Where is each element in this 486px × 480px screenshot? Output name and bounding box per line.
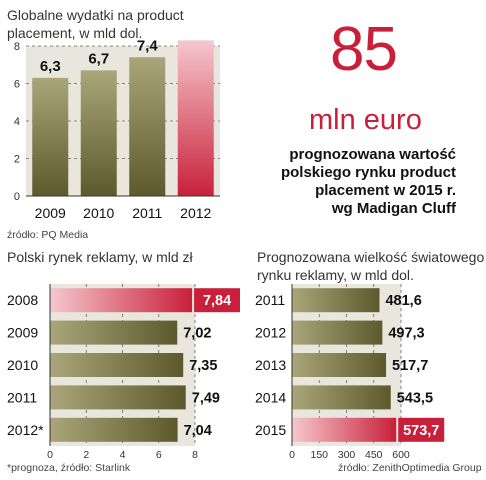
- g3-category-label: 2014: [255, 389, 286, 405]
- g2-bar: [50, 385, 186, 410]
- g3-bar: [292, 288, 380, 313]
- chart1-source: źródło: PQ Media: [7, 229, 89, 241]
- chart1-ytick-label: 6: [14, 79, 20, 91]
- chart2-title: Polski rynek reklamy, w mld zł: [7, 249, 193, 265]
- g2-xtick-label: 4: [120, 449, 126, 461]
- g3-xtick-label: 150: [310, 449, 328, 461]
- g2-category-label: 2012*: [7, 422, 44, 438]
- headline-description-line4: wg Madigan Cluff: [331, 200, 456, 217]
- g3-value-label: 481,6: [385, 293, 421, 309]
- chart2-horizontal-bar-chart: 0 2 4 6 8 7,84 2008 7,02 2009 7,35 2010 7,49 2011 7,0…: [7, 284, 240, 461]
- g2-value-label: 7,84: [203, 293, 231, 309]
- g2-bar: [50, 417, 178, 442]
- headline-description-line2: polskiego rynku product: [280, 164, 456, 181]
- g3-bar: [292, 385, 391, 410]
- g3-xtick-label: 450: [365, 449, 383, 461]
- g3-value-label: 573,7: [403, 423, 439, 439]
- chart1-category-label: 2010: [83, 205, 114, 221]
- chart1-category-label: 2012: [180, 205, 211, 221]
- chart1-value-label: 6,7: [88, 50, 109, 67]
- chart1-bar: [129, 57, 166, 196]
- g3-value-label: 497,3: [388, 326, 424, 342]
- chart1-bar: [177, 40, 214, 196]
- chart1-title-line2: placement, w mld dol.: [7, 25, 143, 41]
- g2-category-label: 2009: [7, 325, 38, 341]
- headline-description-line1: prognozowana wartość: [289, 146, 456, 163]
- headline-description: prognozowana wartość polskiego rynku pro…: [281, 146, 456, 218]
- g3-category-label: 2011: [255, 292, 285, 308]
- g2-xtick-label: 8: [192, 449, 198, 461]
- g3-xtick-label: 0: [289, 449, 295, 461]
- g3-xtick-label: 600: [392, 449, 410, 461]
- g2-bar: [50, 353, 184, 377]
- headline-number: 85: [330, 15, 398, 84]
- g2-highlight-label-box: [194, 288, 240, 313]
- g2-bar: [50, 288, 193, 313]
- chart1-ytick-label: 8: [14, 41, 20, 53]
- g2-xtick-label: 0: [47, 449, 53, 461]
- g2-xtick-label: 2: [83, 449, 89, 461]
- chart1-bar: [80, 70, 117, 196]
- chart1-ytick-label: 4: [14, 116, 20, 128]
- chart1-value-label: 7,4: [137, 40, 159, 54]
- chart3-source: źródło: ZenithOptimedia Group: [338, 462, 482, 474]
- g3-value-label: 517,7: [392, 358, 428, 374]
- chart1-ytick-label: 0: [14, 191, 20, 203]
- g3-xtick-label: 300: [338, 449, 356, 461]
- g3-bar: [292, 353, 387, 377]
- g3-category-label: 2013: [255, 357, 286, 373]
- g2-category-label: 2011: [7, 389, 37, 405]
- g2-value-label: 7,49: [192, 390, 220, 406]
- chart1-ytick-label: 2: [14, 154, 20, 166]
- g3-value-label: 543,5: [397, 390, 433, 406]
- g2-category-label: 2010: [7, 357, 38, 373]
- chart1-value-label: 6,3: [40, 58, 61, 75]
- g3-bar: [292, 417, 397, 442]
- chart3-title: Prognozowana wielkość światowego rynku r…: [257, 248, 484, 284]
- g3-bar: [292, 320, 383, 345]
- chart1-bar: [32, 77, 69, 196]
- chart3-title-line1: Prognozowana wielkość światowego: [257, 249, 485, 265]
- g3-category-label: 2015: [255, 422, 286, 438]
- chart1-title-line1: Globalne wydatki na product: [7, 7, 184, 23]
- headline-description-line3: placement w 2015 r.: [315, 182, 456, 199]
- chart1-category-label: 2009: [35, 205, 66, 221]
- g2-value-label: 7,04: [184, 423, 212, 439]
- g3-category-label: 2012: [255, 325, 286, 341]
- chart3-horizontal-bar-chart: 0 150 300 450 600 481,6 2011 497,3 2012 517,7 2013…: [255, 284, 445, 461]
- g2-value-label: 7,35: [189, 358, 217, 374]
- chart2-source: *prognoza, źródło: Starlink: [7, 462, 131, 474]
- g2-category-label: 2008: [7, 292, 38, 308]
- chart1-category-label: 2011: [132, 205, 162, 221]
- g2-xtick-label: 6: [156, 449, 162, 461]
- g2-bar: [50, 320, 178, 345]
- chart3-title-line2: rynku reklamy, w mld dol.: [257, 267, 414, 283]
- headline-unit: mln euro: [309, 104, 422, 136]
- g2-value-label: 7,02: [183, 326, 211, 342]
- g3-highlight-label-box: [398, 417, 445, 442]
- chart1-title: Globalne wydatki na product placement, w…: [7, 6, 184, 42]
